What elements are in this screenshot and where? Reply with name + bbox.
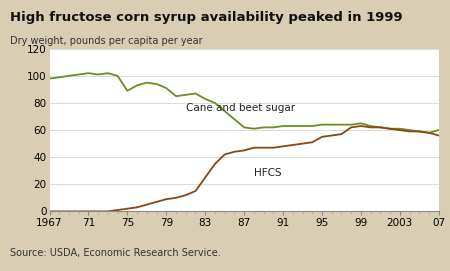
- Text: Source: USDA, Economic Research Service.: Source: USDA, Economic Research Service.: [10, 249, 220, 258]
- Text: Dry weight, pounds per capita per year: Dry weight, pounds per capita per year: [10, 36, 202, 46]
- Text: Cane and beet sugar: Cane and beet sugar: [186, 104, 295, 113]
- Text: HFCS: HFCS: [254, 169, 282, 178]
- Text: High fructose corn syrup availability peaked in 1999: High fructose corn syrup availability pe…: [10, 11, 402, 24]
